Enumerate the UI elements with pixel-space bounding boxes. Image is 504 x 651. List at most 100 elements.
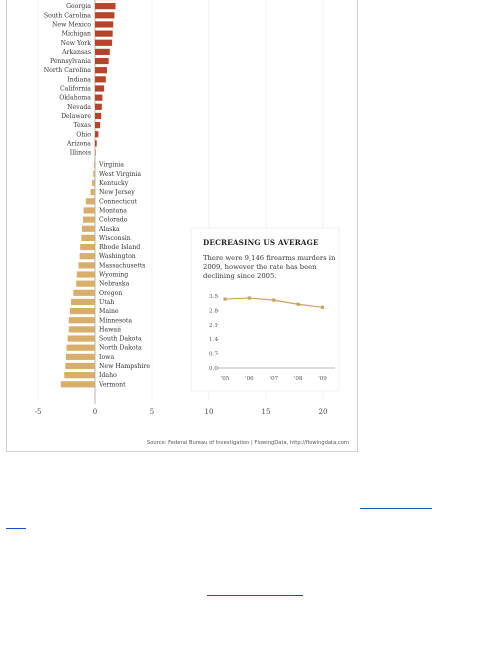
inset-axes: 3.5 2.8 2.1 1.4 0.7 0.0'05 '06 '07 '08 '09 bbox=[209, 294, 335, 382]
inset-point bbox=[320, 305, 325, 309]
state-label: Ohio bbox=[76, 131, 91, 138]
state-label: Wisconsin bbox=[99, 235, 131, 242]
bar bbox=[80, 243, 95, 251]
bar bbox=[95, 122, 101, 129]
state-label: New York bbox=[61, 40, 92, 47]
inset-point bbox=[272, 298, 276, 302]
bar bbox=[90, 189, 95, 196]
state-label: Hawaii bbox=[99, 326, 121, 333]
state-label: Oklahoma bbox=[59, 95, 91, 102]
state-label: Nevada bbox=[67, 104, 91, 111]
x-tick-label: 5 bbox=[150, 408, 154, 416]
us-average-inset: DECREASING US AVERAGE There were 9,146 f… bbox=[190, 227, 340, 392]
bar bbox=[95, 149, 96, 156]
state-label: Alaska bbox=[98, 226, 120, 233]
bar bbox=[95, 140, 97, 147]
inset-x-tick-label: '07 bbox=[269, 376, 278, 382]
inset-x-tick-label: '08 bbox=[294, 376, 303, 382]
state-label: West Virginia bbox=[99, 171, 141, 178]
link-underline-2[interactable] bbox=[6, 528, 26, 529]
inset-description-line-2: 2009, however the rate has been bbox=[203, 263, 317, 271]
bar bbox=[67, 335, 95, 342]
inset-y-tick-label: 1.4 bbox=[209, 337, 218, 343]
bar bbox=[81, 234, 95, 241]
state-label: New Jersey bbox=[99, 189, 135, 196]
bar bbox=[60, 381, 95, 388]
x-axis-ticks: -5 0 5 10 15 20 bbox=[35, 408, 328, 416]
state-label: Vermont bbox=[98, 381, 126, 388]
state-label: Minnesota bbox=[99, 317, 132, 324]
bar bbox=[68, 317, 95, 324]
state-label: Iowa bbox=[99, 354, 114, 361]
source-credit: Source: Federal Bureau of Investigation … bbox=[147, 440, 349, 446]
x-tick-label: 10 bbox=[205, 408, 214, 416]
link-underline-1[interactable] bbox=[360, 508, 432, 509]
state-label: New Hampshire bbox=[99, 363, 150, 370]
inset-description-line-1: There were 9,146 firearms murders in bbox=[203, 254, 336, 262]
state-label: Texas bbox=[73, 122, 91, 129]
bar bbox=[76, 280, 95, 287]
state-label: North Carolina bbox=[44, 67, 92, 74]
state-label: Maine bbox=[99, 308, 119, 315]
state-label: Arkansas bbox=[61, 49, 91, 56]
bar bbox=[83, 207, 95, 214]
state-label: Idaho bbox=[99, 372, 117, 379]
x-tick-label: 20 bbox=[319, 408, 328, 416]
inset-point bbox=[247, 296, 251, 300]
bar bbox=[95, 57, 109, 65]
bar bbox=[78, 262, 95, 269]
inset-y-tick-label: 3.5 bbox=[209, 294, 218, 300]
state-label: Connecticut bbox=[99, 198, 137, 205]
bar bbox=[95, 12, 115, 19]
state-label: Tennessee bbox=[58, 0, 91, 1]
inset-y-tick-label: 0.0 bbox=[209, 366, 218, 372]
x-tick-label: 0 bbox=[93, 408, 97, 416]
bar bbox=[95, 21, 114, 28]
state-label: Massachusetts bbox=[99, 262, 146, 269]
inset-title: DECREASING US AVERAGE bbox=[203, 238, 319, 247]
x-tick-label: -5 bbox=[35, 408, 42, 416]
state-label: Delaware bbox=[61, 113, 91, 120]
bar bbox=[95, 76, 106, 83]
state-label: Kentucky bbox=[99, 180, 129, 187]
bar bbox=[64, 372, 95, 379]
bar bbox=[95, 3, 116, 10]
bar bbox=[83, 216, 95, 223]
bar bbox=[92, 179, 95, 187]
state-label: North Dakota bbox=[99, 345, 142, 352]
bar bbox=[95, 85, 105, 92]
state-label: California bbox=[60, 86, 91, 93]
state-label: Montana bbox=[99, 207, 127, 214]
state-label: Georgia bbox=[66, 3, 91, 10]
state-label: Wyoming bbox=[99, 272, 128, 279]
inset-series bbox=[223, 296, 325, 309]
bar bbox=[95, 112, 102, 120]
state-label: Colorado bbox=[99, 217, 128, 224]
state-label: Washington bbox=[99, 253, 136, 260]
bar bbox=[95, 103, 102, 110]
state-label: South Dakota bbox=[99, 336, 142, 343]
bar bbox=[95, 48, 110, 55]
state-label: Arizona bbox=[66, 140, 91, 147]
state-label: Pennsylvania bbox=[50, 58, 91, 65]
state-label: Rhode Island bbox=[99, 244, 140, 251]
state-label: Michigan bbox=[62, 31, 91, 38]
inset-panel bbox=[190, 227, 340, 392]
inset-x-tick-label: '06 bbox=[245, 376, 254, 382]
inset-point bbox=[223, 297, 227, 301]
bar bbox=[85, 198, 95, 205]
state-label: Illinois bbox=[70, 150, 91, 157]
link-underline-3[interactable] bbox=[207, 595, 303, 596]
bars bbox=[60, 0, 117, 388]
bar bbox=[93, 161, 95, 168]
state-label: New Mexico bbox=[52, 21, 91, 28]
bar bbox=[95, 131, 99, 138]
x-tick-label: 15 bbox=[262, 408, 271, 416]
state-label: Nebraska bbox=[99, 281, 130, 288]
bar bbox=[76, 271, 95, 278]
state-labels: Tennessee Georgia South Carolina New Mexico… bbox=[44, 0, 151, 388]
inset-y-tick-label: 0.7 bbox=[209, 352, 218, 358]
inset-x-tick-label: '05 bbox=[221, 376, 230, 382]
bar bbox=[95, 94, 103, 101]
